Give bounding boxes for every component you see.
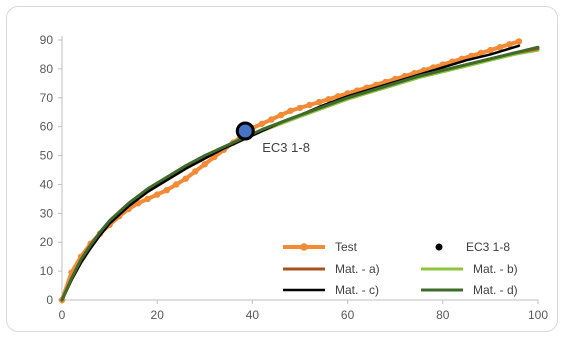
- series-point-test: [258, 120, 266, 127]
- series-point-test: [315, 98, 323, 106]
- legend-label-mat-b: Mat. - b): [473, 262, 518, 276]
- series-point-test: [515, 38, 523, 45]
- x-tick-label: 20: [151, 308, 165, 322]
- series-point-test: [182, 175, 189, 182]
- annotation-layer: EC3 1-8: [235, 121, 310, 155]
- x-tick-label: 0: [59, 308, 66, 322]
- series-point-test: [496, 44, 504, 51]
- series-line-test: [60, 39, 521, 302]
- y-tick-label: 30: [40, 206, 54, 220]
- x-tick-label: 100: [528, 308, 548, 322]
- series-point-test: [268, 116, 275, 123]
- series-point-test: [201, 161, 208, 168]
- y-tick-label: 60: [40, 120, 54, 134]
- ec3-annotation-label: EC3 1-8: [262, 140, 310, 155]
- series-point-test: [277, 111, 285, 119]
- x-tick-label: 40: [246, 308, 260, 322]
- series-point-test: [173, 181, 180, 188]
- series-point-test: [306, 101, 313, 109]
- series-point-test: [154, 191, 161, 198]
- series-point-test: [477, 49, 485, 57]
- y-tick-label: 70: [40, 91, 54, 105]
- series-line-mat-d: [60, 45, 540, 302]
- series-point-test: [192, 168, 199, 175]
- axes-group: 0 10 20 30 40 50 60 70 80 90 0 20 40 60 80 100: [40, 33, 549, 322]
- series-point-test: [296, 104, 304, 112]
- legend-label-test: Test: [335, 240, 358, 254]
- y-tick-label: 20: [40, 235, 54, 249]
- legend-label-mat-c: Mat. - c): [335, 283, 379, 297]
- y-tick-label: 90: [40, 33, 54, 47]
- series-line-mat-b: [60, 48, 540, 302]
- series-point-test: [287, 107, 294, 114]
- y-tick-label: 0: [46, 293, 53, 307]
- series-point-test: [506, 41, 513, 48]
- x-tick-label: 80: [436, 308, 450, 322]
- legend-label-mat-a: Mat. - a): [335, 262, 380, 276]
- legend: Test EC3 1-8 Mat. - a) Mat. - b) Mat. - c) Ma…: [283, 240, 518, 297]
- series-point-test: [144, 195, 151, 203]
- legend-label-mat-d: Mat. - d): [473, 283, 518, 297]
- series-line-mat-c: [60, 44, 521, 302]
- y-tick-label: 40: [40, 177, 54, 191]
- x-tick-label: 60: [341, 308, 355, 322]
- y-tick-label: 10: [40, 264, 54, 278]
- legend-swatch-ec3-1-8: [435, 243, 443, 251]
- series-line-mat-a: [60, 47, 540, 302]
- y-tick-label: 80: [40, 62, 54, 76]
- series-layer: [58, 38, 540, 304]
- series-point-test: [325, 96, 332, 103]
- series-point-test: [163, 187, 170, 194]
- legend-label-ec3-1-8: EC3 1-8: [466, 240, 510, 254]
- series-point-test: [487, 46, 494, 54]
- ec3-point-marker: [235, 121, 255, 141]
- y-tick-label: 50: [40, 149, 54, 163]
- legend-swatch-marker-test: [300, 243, 308, 251]
